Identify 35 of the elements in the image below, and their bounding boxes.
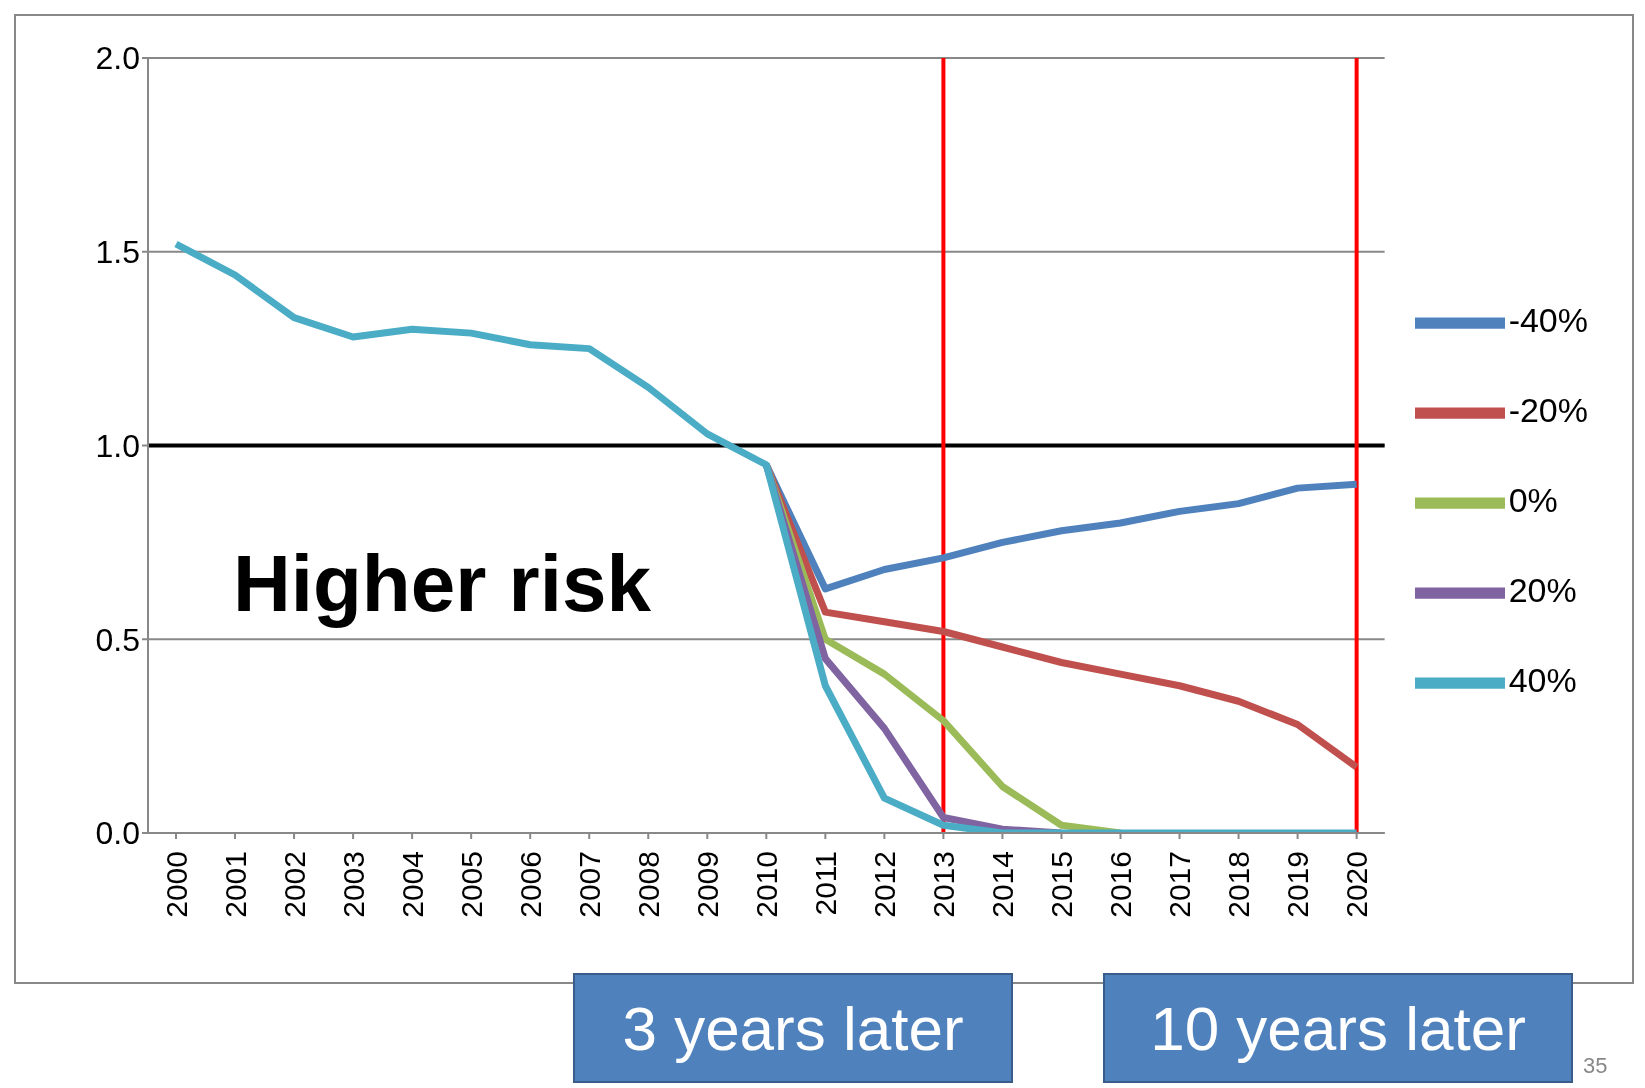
x-tick-label: 2003 xyxy=(336,851,370,918)
x-tick-label: 2019 xyxy=(1281,851,1315,918)
legend-label: 20% xyxy=(1508,570,1577,609)
x-tick-label: 2001 xyxy=(218,851,252,918)
y-tick-label: 0.0 xyxy=(95,815,140,852)
x-tick-label: 2004 xyxy=(395,851,429,918)
x-tick-label: 2012 xyxy=(867,851,901,918)
x-tick-label: 2009 xyxy=(690,851,724,918)
annotation: Higher risk xyxy=(233,538,651,630)
x-tick-label: 2013 xyxy=(926,851,960,918)
legend-label: -20% xyxy=(1508,390,1588,429)
y-tick-label: 0.5 xyxy=(95,621,140,658)
x-tick-label: 2002 xyxy=(277,851,311,918)
legend-label: 40% xyxy=(1508,660,1577,699)
x-tick-label: 2014 xyxy=(985,851,1019,918)
text: 35 xyxy=(1583,1053,1608,1079)
x-tick-label: 2005 xyxy=(454,851,488,918)
y-tick-label: 1.5 xyxy=(95,234,140,271)
x-tick-label: 2015 xyxy=(1044,851,1078,918)
x-tick-label: 2007 xyxy=(572,851,606,918)
x-tick-label: 2016 xyxy=(1104,851,1137,918)
x-tick-label: 2000 xyxy=(159,851,193,918)
x-tick-label: 2011 xyxy=(808,851,842,916)
legend-label: 0% xyxy=(1508,480,1558,519)
x-tick-label: 2010 xyxy=(749,851,783,918)
x-tick-label: 2006 xyxy=(513,851,547,918)
x-tick-label: 2008 xyxy=(631,851,665,918)
y-tick-label: 2.0 xyxy=(95,40,140,77)
x-tick-label: 2018 xyxy=(1222,851,1256,918)
text: 10 years later xyxy=(1103,973,1573,1083)
legend-label: -40% xyxy=(1508,300,1588,339)
y-tick-label: 1.0 xyxy=(95,427,140,464)
x-tick-label: 2017 xyxy=(1163,851,1197,918)
x-tick-label: 2020 xyxy=(1340,851,1374,918)
text: 3 years later xyxy=(573,973,1013,1083)
